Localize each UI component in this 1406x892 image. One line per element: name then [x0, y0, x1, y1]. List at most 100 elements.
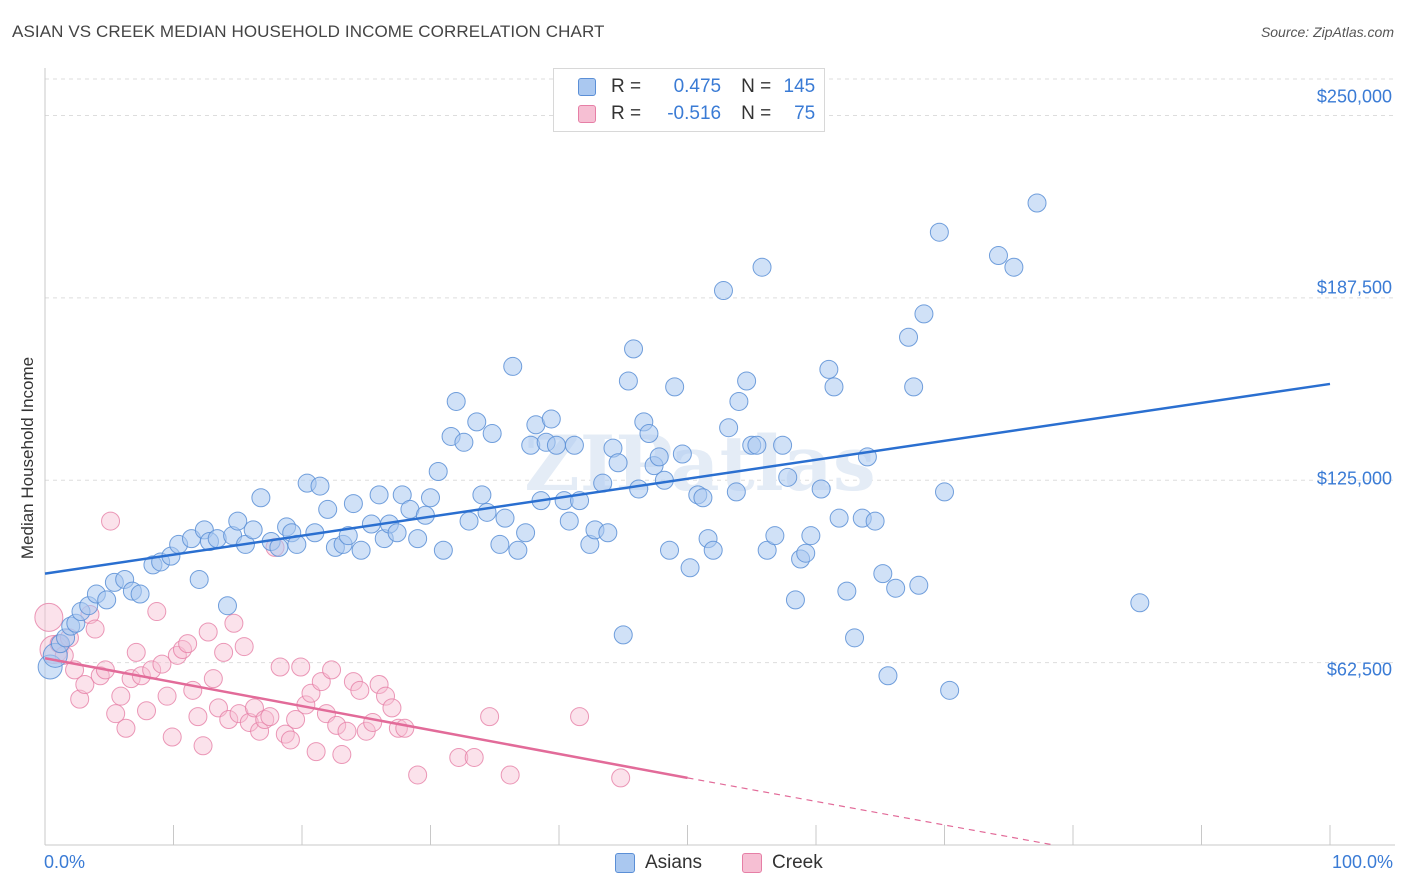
data-point-asians	[477, 502, 497, 522]
data-point-asians	[459, 511, 479, 531]
data-point-creek	[369, 675, 389, 695]
chart-title: ASIAN VS CREEK MEDIAN HOUSEHOLD INCOME C…	[12, 22, 605, 41]
data-point-creek	[464, 747, 484, 767]
data-point-asians	[660, 540, 680, 560]
data-point-asians	[878, 666, 898, 686]
data-point-creek	[280, 730, 300, 750]
data-point-creek	[152, 654, 172, 674]
data-point-asians	[757, 540, 777, 560]
data-point-asians	[909, 575, 929, 595]
data-point-asians	[752, 257, 772, 277]
data-point-creek	[162, 727, 182, 747]
series-legend: Asians Creek	[615, 852, 863, 874]
data-point-creek	[260, 707, 280, 727]
data-point-asians	[482, 424, 502, 444]
data-point-asians	[251, 488, 271, 508]
data-point-asians	[97, 590, 117, 610]
trendline-creek-extension	[687, 777, 1054, 846]
data-point-asians	[824, 377, 844, 397]
data-point-creek	[382, 698, 402, 718]
data-point-asians	[490, 534, 510, 554]
data-point-asians	[516, 523, 536, 543]
data-point-asians	[747, 435, 767, 455]
data-point-creek	[395, 718, 415, 738]
data-point-creek	[203, 669, 223, 689]
data-point-creek	[250, 721, 270, 741]
correlation-legend: R = 0.475 N = 145 R = -0.516 N = 75	[553, 68, 825, 132]
data-point-asians	[217, 596, 237, 616]
data-point-asians	[935, 482, 954, 502]
data-point-creek	[111, 686, 131, 706]
data-point-asians	[1130, 593, 1150, 613]
data-point-asians	[672, 444, 692, 464]
data-point-asians	[703, 540, 723, 560]
legend-n-label: N =	[741, 76, 772, 97]
data-point-asians	[428, 461, 448, 481]
data-point-creek	[322, 660, 342, 680]
data-point-creek	[224, 613, 244, 633]
data-point-creek	[337, 721, 357, 741]
data-point-asians	[503, 356, 523, 376]
data-point-creek	[90, 666, 110, 686]
asians-swatch	[578, 78, 596, 96]
data-point-creek	[408, 765, 428, 785]
data-point-asians	[467, 412, 487, 432]
data-point-asians	[618, 371, 638, 391]
x-tick-label-max: 100.0%	[1331, 852, 1393, 872]
legend-r-label: R =	[611, 103, 642, 124]
data-point-asians	[343, 494, 363, 514]
data-point-asians	[737, 371, 757, 391]
data-point-asians	[408, 529, 428, 549]
data-point-asians	[392, 485, 412, 505]
data-point-asians	[421, 488, 440, 508]
y-tick-label-250000: $250,000	[1316, 86, 1392, 107]
data-point-asians	[1004, 257, 1024, 277]
y-axis-label: Median Household Income	[18, 356, 37, 560]
data-point-asians	[608, 453, 628, 473]
data-point-asians	[629, 479, 649, 499]
data-point-creek	[157, 686, 177, 706]
data-point-asians	[680, 558, 700, 578]
data-point-asians	[929, 222, 949, 242]
data-point-asians	[207, 529, 227, 549]
data-point-asians	[904, 377, 924, 397]
legend-r-value: 0.475	[673, 76, 722, 97]
data-point-asians	[387, 523, 407, 543]
data-point-creek	[193, 736, 213, 756]
data-point-asians	[940, 680, 960, 700]
x-tick-label-min: 0.0%	[44, 852, 86, 872]
data-point-asians	[546, 435, 566, 455]
data-point-asians	[639, 424, 659, 444]
legend-n-value: 75	[794, 103, 816, 124]
legend-label-asians: Asians	[645, 852, 703, 873]
data-point-creek	[332, 745, 352, 765]
data-point-asians	[310, 476, 330, 496]
data-point-asians	[886, 578, 906, 598]
y-tick-label-62500: $62,500	[1326, 659, 1392, 680]
data-point-creek	[172, 639, 192, 659]
data-point-creek	[270, 657, 290, 677]
data-point-creek	[116, 718, 136, 738]
creek-legend-swatch	[742, 853, 763, 873]
data-point-asians	[729, 391, 749, 411]
data-point-creek	[178, 634, 198, 654]
data-point-creek	[219, 710, 239, 730]
data-point-asians	[873, 564, 893, 584]
data-point-creek	[255, 710, 275, 730]
data-point-asians	[369, 485, 389, 505]
y-tick-label-187500: $187,500	[1316, 277, 1392, 298]
data-point-asians	[189, 569, 209, 589]
data-point-creek	[500, 765, 520, 785]
data-point-creek	[214, 642, 234, 662]
data-point-creek	[306, 742, 326, 762]
data-point-creek	[327, 715, 347, 735]
data-point-asians	[559, 511, 579, 531]
data-point-creek	[286, 710, 306, 730]
data-point-asians	[130, 584, 150, 604]
data-point-asians	[785, 590, 805, 610]
legend-n-label: N =	[741, 103, 772, 124]
data-point-creek	[101, 511, 121, 531]
data-point-asians	[845, 628, 865, 648]
data-point-asians	[415, 505, 435, 525]
